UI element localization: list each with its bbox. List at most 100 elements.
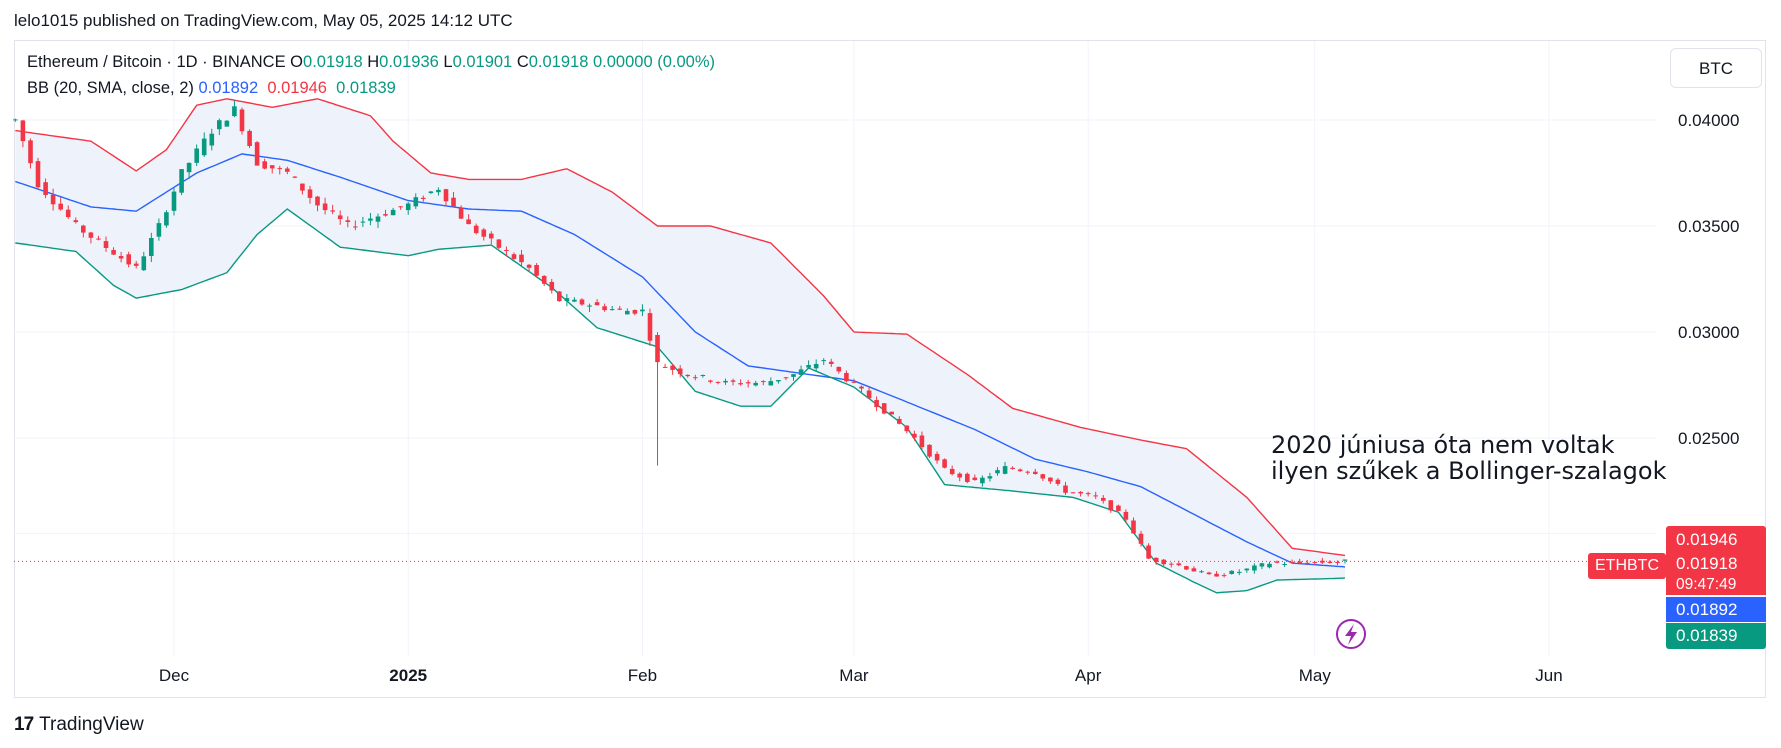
candle-body-9[interactable] — [81, 225, 86, 233]
candle-body-59[interactable] — [458, 207, 464, 219]
candle-body-108[interactable] — [829, 361, 834, 364]
candle-body-38[interactable] — [300, 183, 305, 191]
candle-body-101[interactable] — [776, 380, 781, 382]
candle-body-28[interactable] — [224, 120, 230, 127]
candle-body-58[interactable] — [451, 197, 456, 207]
candle-body-22[interactable] — [179, 169, 184, 193]
candle-body-80[interactable] — [617, 308, 622, 310]
candle-body-176[interactable] — [1342, 559, 1348, 561]
candle-body-75[interactable] — [579, 299, 585, 305]
candle-body-82[interactable] — [632, 310, 638, 314]
candle-body-100[interactable] — [768, 381, 774, 386]
candle-body-56[interactable] — [436, 189, 441, 193]
candle-body-87[interactable] — [670, 365, 675, 370]
candle-body-40[interactable] — [315, 196, 320, 206]
candle-body-92[interactable] — [708, 380, 713, 382]
candle-body-161[interactable] — [1229, 570, 1234, 574]
symbol-title[interactable]: Ethereum / Bitcoin · 1D · BINANCE — [27, 53, 286, 71]
candle-body-174[interactable] — [1327, 561, 1333, 563]
candle-body-14[interactable] — [118, 256, 124, 259]
candle-body-120[interactable] — [919, 435, 925, 448]
candle-body-123[interactable] — [942, 459, 947, 468]
candle-body-157[interactable] — [1199, 571, 1204, 573]
candle-body-145[interactable] — [1108, 500, 1114, 511]
candle-body-91[interactable] — [700, 375, 706, 376]
candle-body-10[interactable] — [88, 232, 94, 238]
candle-body-67[interactable] — [519, 254, 524, 263]
currency-button[interactable]: BTC — [1670, 48, 1762, 88]
candle-body-64[interactable] — [496, 239, 502, 248]
candle-body-140[interactable] — [1070, 492, 1076, 494]
candle-body-83[interactable] — [640, 309, 645, 312]
candle-body-42[interactable] — [330, 210, 335, 212]
candle-body-146[interactable] — [1116, 505, 1121, 511]
candle-body-3[interactable] — [35, 161, 41, 188]
candle-body-107[interactable] — [821, 360, 826, 362]
candle-body-130[interactable] — [995, 470, 1000, 474]
candle-body-99[interactable] — [761, 381, 766, 383]
candle-body-121[interactable] — [927, 444, 932, 457]
candle-body-135[interactable] — [1033, 471, 1038, 474]
candle-body-63[interactable] — [489, 233, 494, 239]
candle-body-153[interactable] — [1169, 563, 1174, 565]
candle-body-31[interactable] — [247, 130, 252, 146]
candle-body-167[interactable] — [1274, 561, 1280, 563]
bb-upper-line[interactable] — [15, 98, 1346, 557]
candle-body-151[interactable] — [1153, 557, 1159, 562]
candle-body-159[interactable] — [1214, 573, 1219, 577]
candle-body-89[interactable] — [685, 374, 690, 377]
candle-body-24[interactable] — [194, 148, 199, 163]
candle-body-129[interactable] — [987, 476, 993, 479]
candle-body-60[interactable] — [466, 219, 471, 225]
candle-body-20[interactable] — [164, 212, 169, 226]
candle-body-90[interactable] — [693, 377, 698, 379]
candle-body-116[interactable] — [889, 411, 894, 415]
candle-body-29[interactable] — [232, 106, 237, 117]
candle-body-61[interactable] — [473, 225, 479, 234]
candle-body-0[interactable] — [13, 119, 18, 121]
candle-body-113[interactable] — [866, 390, 872, 399]
candle-body-158[interactable] — [1206, 572, 1212, 575]
candle-body-74[interactable] — [572, 299, 577, 302]
candle-body-18[interactable] — [149, 238, 154, 256]
candle-body-77[interactable] — [594, 302, 600, 306]
candle-body-149[interactable] — [1138, 533, 1144, 544]
candle-body-139[interactable] — [1063, 485, 1068, 493]
candle-body-132[interactable] — [1010, 467, 1015, 469]
candle-body-78[interactable] — [602, 306, 607, 311]
candle-body-69[interactable] — [534, 265, 539, 276]
candle-body-43[interactable] — [337, 215, 343, 219]
candle-body-1[interactable] — [20, 120, 26, 142]
candle-body-47[interactable] — [368, 218, 373, 221]
candle-body-164[interactable] — [1252, 565, 1257, 571]
candle-body-17[interactable] — [141, 256, 147, 271]
candle-body-127[interactable] — [972, 477, 978, 480]
candle-body-23[interactable] — [186, 162, 192, 173]
candle-body-124[interactable] — [949, 468, 955, 475]
candle-body-128[interactable] — [980, 477, 985, 484]
candle-body-6[interactable] — [58, 203, 63, 210]
candle-body-79[interactable] — [609, 309, 615, 311]
candle-body-138[interactable] — [1055, 479, 1061, 484]
candle-body-70[interactable] — [541, 275, 547, 284]
candle-body-152[interactable] — [1161, 559, 1166, 565]
candle-body-118[interactable] — [904, 425, 910, 432]
candle-body-165[interactable] — [1259, 563, 1265, 567]
candle-body-8[interactable] — [73, 220, 79, 223]
candle-body-93[interactable] — [715, 381, 721, 383]
candle-body-25[interactable] — [201, 138, 207, 156]
candle-body-37[interactable] — [292, 176, 298, 178]
candle-body-33[interactable] — [262, 161, 267, 169]
candle-body-81[interactable] — [625, 310, 630, 315]
candle-body-95[interactable] — [730, 380, 736, 382]
candle-body-45[interactable] — [353, 226, 358, 228]
candle-body-175[interactable] — [1335, 562, 1340, 563]
candle-body-172[interactable] — [1312, 561, 1318, 563]
candle-body-26[interactable] — [209, 133, 215, 146]
candle-body-66[interactable] — [511, 254, 517, 259]
candle-body-84[interactable] — [647, 313, 653, 341]
candle-body-96[interactable] — [738, 383, 743, 385]
candle-body-117[interactable] — [897, 418, 902, 424]
candle-body-86[interactable] — [662, 366, 668, 368]
